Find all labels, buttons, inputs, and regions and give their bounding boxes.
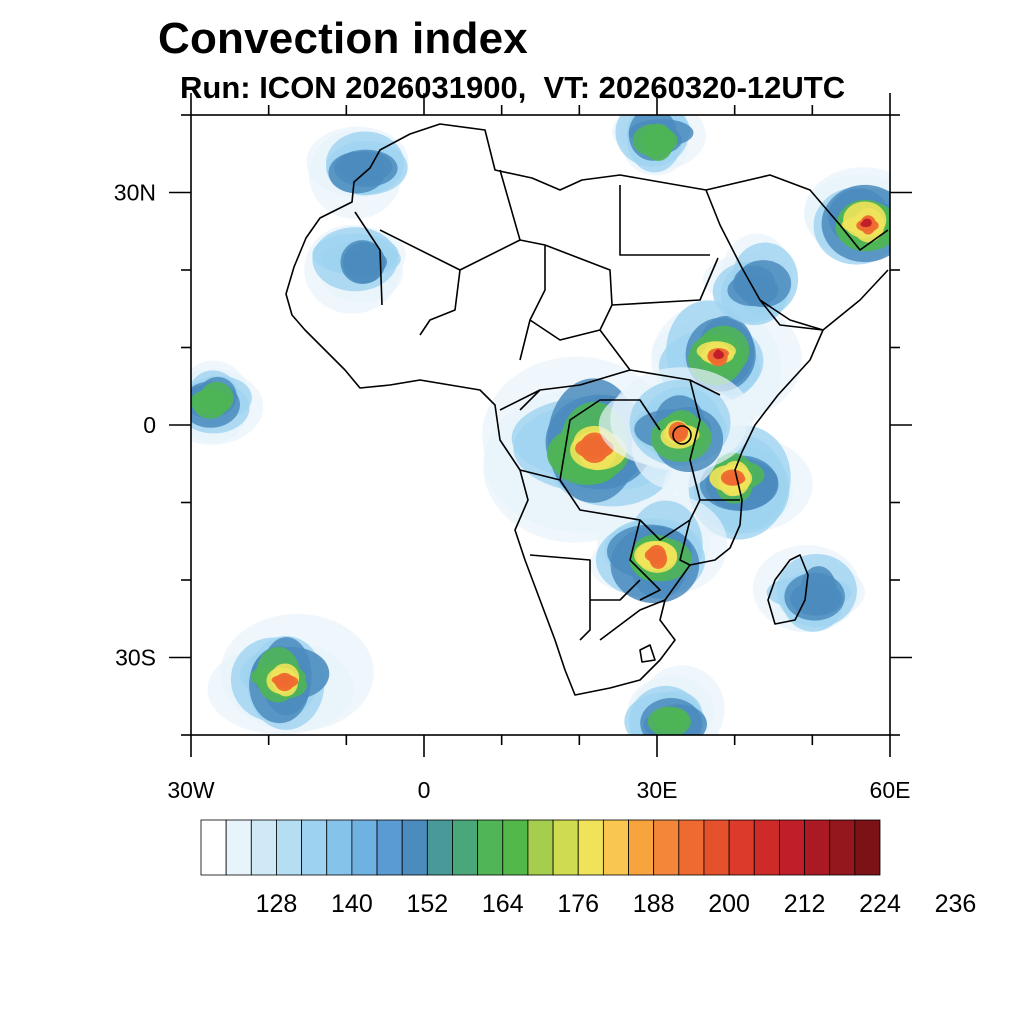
colorbar-swatch: [678, 819, 705, 876]
convection-contour: [583, 435, 610, 456]
axis-ticks: [169, 93, 912, 757]
colorbar-swatch: [502, 819, 529, 876]
africa-coastline: [285, 123, 824, 696]
chart-title: Convection index: [158, 14, 528, 63]
colorbar-swatch: [779, 819, 805, 876]
colorbar-swatch: [804, 819, 831, 876]
colorbar-label: 236: [935, 890, 977, 918]
colorbar-label: 128: [256, 890, 298, 918]
axis-tick-labels: 30W 0 30E 60E 30N 0 30S: [114, 180, 911, 804]
convection-contour: [714, 352, 722, 359]
lon-tick-label: 30E: [637, 777, 678, 803]
convection-cell: [612, 115, 706, 176]
colorbar-swatch: [628, 819, 655, 876]
convection-contour: [642, 123, 674, 162]
colorbar-label: 188: [633, 890, 675, 918]
colorbar-swatch: [829, 819, 856, 876]
convection-cell: [624, 665, 725, 735]
convection-field: [191, 115, 890, 735]
colorbar-swatch: [301, 819, 328, 876]
colorbar-label: 224: [859, 890, 901, 918]
colorbar-swatch: [452, 819, 479, 876]
convection-contour: [342, 241, 386, 284]
colorbar-swatch: [854, 819, 881, 876]
convection-cell: [304, 224, 406, 314]
colorbar-swatch: [602, 819, 629, 876]
colorbar-label: 200: [708, 890, 750, 918]
convection-cell: [306, 126, 409, 220]
chart-subtitle: Run: ICON 2026031900, VT: 20260320-12UTC: [180, 70, 846, 105]
convection-cell: [207, 613, 374, 735]
colorbar-swatch: [552, 819, 579, 876]
colorbar-swatch: [250, 819, 277, 876]
colorbar-swatch: [703, 819, 730, 876]
colorbar-swatch: [225, 819, 252, 876]
colorbar-label: 212: [784, 890, 826, 918]
convection-cell: [804, 167, 890, 265]
convection-contour: [800, 566, 837, 616]
convection-contour: [654, 713, 687, 732]
convection-contour: [647, 544, 667, 565]
lon-tick-label: 30W: [167, 777, 215, 803]
colorbar-swatch: [351, 819, 378, 876]
convection-cell: [752, 545, 865, 633]
convection-contour: [733, 265, 776, 302]
madagascar-coastline: [767, 554, 809, 625]
convection-cell: [191, 360, 264, 445]
colorbar-swatch: [426, 819, 453, 876]
colorbar-swatch: [200, 819, 227, 876]
colorbar-swatch: [577, 819, 604, 876]
colorbar-swatch: [753, 819, 780, 876]
convection-contour: [724, 473, 744, 486]
coastlines-and-borders: [285, 123, 889, 696]
convection-contour: [860, 221, 872, 227]
colorbar-labels: 128 140 152 164 176 188 200 212 224 236: [256, 890, 977, 918]
convection-contour: [274, 672, 295, 692]
lat-tick-label: 30N: [114, 180, 156, 206]
lat-tick-label: 0: [143, 412, 156, 438]
colorbar-label: 140: [331, 890, 373, 918]
colorbar-swatch: [326, 819, 353, 876]
convection-cell: [651, 298, 802, 427]
colorbar-swatch: [653, 819, 680, 876]
colorbar-swatch: [728, 819, 755, 876]
convection-contour: [199, 381, 234, 415]
colorbar-swatch: [527, 819, 554, 876]
colorbar-label: 176: [557, 890, 599, 918]
lon-tick-label: 60E: [870, 777, 911, 803]
colorbar-label: 164: [482, 890, 524, 918]
arabia-coastline: [705, 174, 889, 331]
lon-tick-label: 0: [418, 777, 431, 803]
colorbar-swatch: [401, 819, 428, 876]
lesotho-border: [639, 644, 656, 663]
country-borders: [354, 169, 740, 641]
colorbar: [200, 819, 881, 876]
lake-victoria: [672, 425, 692, 445]
lat-tick-label: 30S: [115, 645, 156, 671]
colorbar-swatch: [276, 819, 302, 876]
convection-cell: [703, 233, 799, 326]
colorbar-swatch: [477, 819, 504, 876]
colorbar-swatch: [376, 819, 403, 876]
colorbar-label: 152: [406, 890, 448, 918]
convection-contour: [334, 149, 398, 187]
